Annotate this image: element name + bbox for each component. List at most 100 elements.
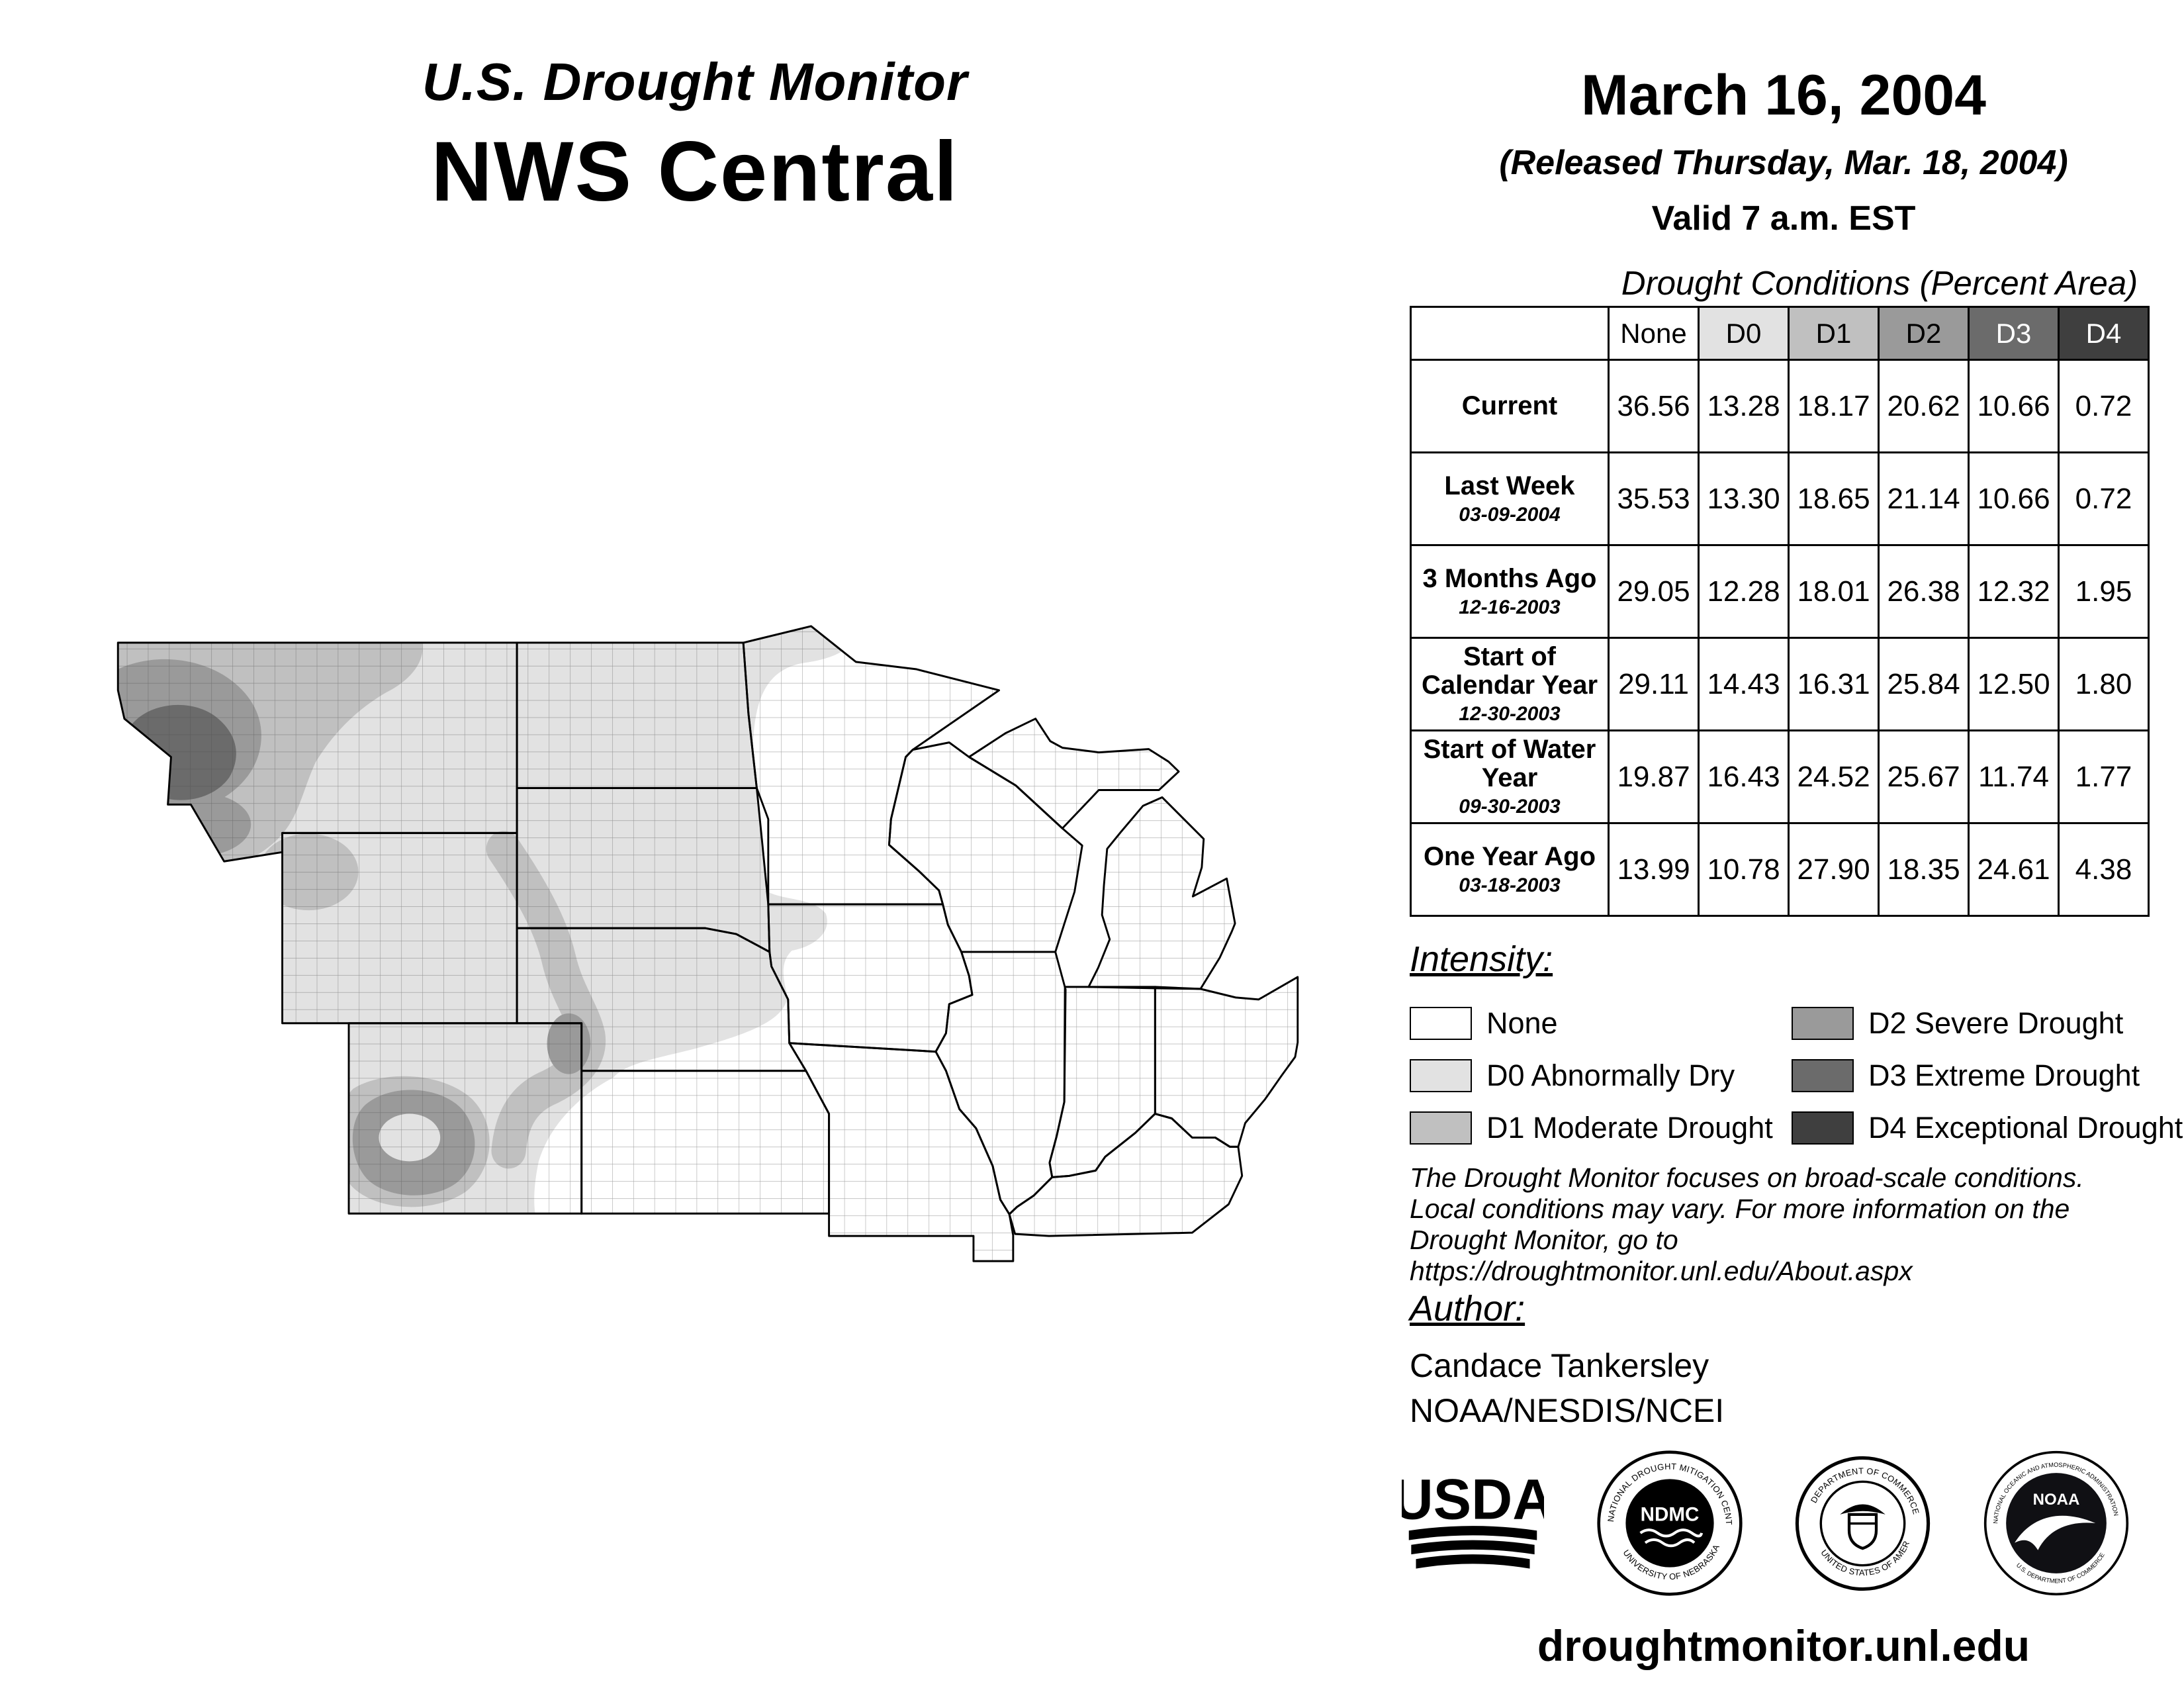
table-cell: 1.80 [2058,637,2150,731]
table-header-row: None D0 D1 D2 D3 D4 [1410,306,2150,361]
table-cell: 21.14 [1878,451,1970,546]
date-block: March 16, 2004 (Released Thursday, Mar. … [1377,63,2184,238]
table-cell: 29.05 [1608,544,1700,639]
region-title: NWS Central [431,124,959,219]
row-label: One Year Ago 03-18-2003 [1410,822,1610,917]
ndmc-logo-text: NDMC [1640,1503,1699,1525]
legend-item-d2: D2 Severe Drought [1792,1006,2183,1041]
table-cell: 25.67 [1878,729,1970,824]
row-label: Start of Calendar Year 12-30-2003 [1410,637,1610,731]
row-label: 3 Months Ago 12-16-2003 [1410,544,1610,639]
table-cell: 0.72 [2058,451,2150,546]
author-name: Candace Tankersley [1410,1347,1709,1384]
author-org: NOAA/NESDIS/NCEI [1410,1392,1725,1429]
disclaimer-line: Local conditions may vary. For more info… [1410,1194,2070,1225]
drought-conditions-table: None D0 D1 D2 D3 D4 Current 36.56 13.28 18.17 20.6… [1410,306,2150,917]
disclaimer-line: Drought Monitor, go to https://droughtmo… [1410,1225,1913,1287]
legend-item-d0: D0 Abnormally Dry [1410,1058,1792,1093]
table-title: Drought Conditions (Percent Area) [1621,264,2138,302]
table-cell: 1.77 [2058,729,2150,824]
table-cell: 10.78 [1698,822,1790,917]
row-label: Start of Water Year 09-30-2003 [1410,729,1610,824]
author-heading: Author: [1410,1289,1525,1329]
table-row: Last Week 03-09-2004 35.53 13.30 18.65 21.14 1… [1410,451,2150,546]
column-header-d1: D1 [1788,306,1880,361]
table-cell: 25.84 [1878,637,1970,731]
table-cell: 12.50 [1968,637,2060,731]
report-date: March 16, 2004 [1581,64,1986,127]
table-cell: 16.43 [1698,729,1790,824]
legend-swatch-none [1410,1006,1472,1040]
column-header-d2: D2 [1878,306,1970,361]
table-cell: 19.87 [1608,729,1700,824]
table-cell: 35.53 [1608,451,1700,546]
legend-swatch-d4 [1792,1111,1854,1145]
footer-url: droughtmonitor.unl.edu [1537,1621,2030,1670]
usda-logo-text: USDA [1402,1469,1544,1531]
legend-swatch-d3 [1792,1058,1854,1092]
column-header-none: None [1608,306,1700,361]
disclaimer-line: The Drought Monitor focuses on broad-sca… [1410,1162,2084,1193]
drought-map [116,625,1299,1262]
row-label: Last Week 03-09-2004 [1410,451,1610,546]
legend-items: None D0 Abnormally Dry D1 Moderate Drought… [1410,997,2183,1154]
legend-label: D0 Abnormally Dry [1486,1058,1735,1092]
table-cell: 20.62 [1878,359,1970,453]
table-cell: 10.66 [1968,359,2060,453]
legend-item-d4: D4 Exceptional Drought [1792,1111,2183,1145]
table-cell: 13.30 [1698,451,1790,546]
legend-item-d3: D3 Extreme Drought [1792,1058,2183,1093]
legend-label: D2 Severe Drought [1868,1006,2124,1040]
legend-label: D4 Exceptional Drought [1868,1110,2183,1145]
usda-logo: USDA [1402,1469,1544,1569]
state-boundaries [116,625,1299,1262]
column-header-d3: D3 [1968,306,2060,361]
table-cell: 13.99 [1608,822,1700,917]
legend-swatch-d2 [1792,1006,1854,1040]
table-cell: 16.31 [1788,637,1880,731]
table-cell: 0.72 [2058,359,2150,453]
legend-swatch-d0 [1410,1058,1472,1092]
intensity-legend: Intensity: None D0 Abnormally Dry D1 Moder… [1410,939,2183,1154]
author-block: Author: Candace Tankersley NOAA/NESDIS/N… [1410,1288,1724,1430]
table-cell: 18.35 [1878,822,1970,917]
legend-item-none: None [1410,1006,1792,1041]
table-cell: 10.66 [1968,451,2060,546]
disclaimer-text: The Drought Monitor focuses on broad-sca… [1410,1162,2184,1288]
table-row: Start of Water Year 09-30-2003 19.87 16.43 2… [1410,729,2150,824]
ndmc-logo: NATIONAL DROUGHT MITIGATION CENTER UNIVE… [1596,1450,1743,1596]
legend-title: Intensity: [1410,939,1553,979]
noaa-logo-text: NOAA [2033,1491,2080,1509]
table-cell: 1.95 [2058,544,2150,639]
table-cell: 11.74 [1968,729,2060,824]
table-cell: 27.90 [1788,822,1880,917]
table-cell: 18.17 [1788,359,1880,453]
table-cell: 13.28 [1698,359,1790,453]
noaa-logo: NATIONAL OCEANIC AND ATMOSPHERIC ADMINIS… [1983,1450,2129,1596]
column-header-d0: D0 [1698,306,1790,361]
table-cell: 36.56 [1608,359,1700,453]
legend-label: D3 Extreme Drought [1868,1058,2140,1092]
commerce-seal: DEPARTMENT OF COMMERCE UNITED STATES OF … [1795,1456,1931,1591]
table-cell: 29.11 [1608,637,1700,731]
commerce-eagle-icon [1840,1503,1886,1550]
ndmc-inner-circle [1625,1479,1714,1568]
table-row: One Year Ago 03-18-2003 13.99 10.78 27.90 18.… [1410,822,2150,917]
logo-row: USDA NATIONAL DROUGHT MITIGATION CENTER … [1402,1450,2130,1597]
legend-label: None [1486,1006,1558,1040]
column-header-d4: D4 [2058,306,2150,361]
noaa-bird-icon [2015,1515,2096,1550]
table-cell: 14.43 [1698,637,1790,731]
table-row: Start of Calendar Year 12-30-2003 29.11 14.… [1410,637,2150,731]
table-cell: 12.32 [1968,544,2060,639]
table-cell: 18.01 [1788,544,1880,639]
legend-swatch-d1 [1410,1111,1472,1145]
table-cell: 18.65 [1788,451,1880,546]
legend-label: D1 Moderate Drought [1486,1110,1773,1145]
released-date: (Released Thursday, Mar. 18, 2004) [1499,144,2068,182]
county-grid [118,626,1298,1262]
row-label: Current [1410,359,1610,453]
table-cell: 24.52 [1788,729,1880,824]
table-cell: 26.38 [1878,544,1970,639]
